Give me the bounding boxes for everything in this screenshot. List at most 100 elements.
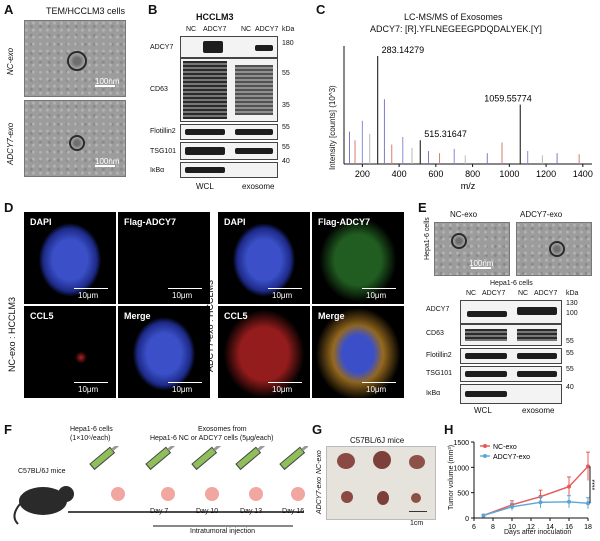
- cells-icon: [161, 487, 175, 501]
- x-tick-label: 1200: [536, 169, 556, 179]
- f-injection: Intratumoral injection: [190, 528, 255, 535]
- tumor: [409, 455, 425, 469]
- e-marker: 130: [566, 300, 578, 307]
- e-marker: 55: [566, 366, 574, 373]
- tumor: [377, 491, 389, 505]
- scale-label: 10μm: [272, 385, 293, 394]
- e-tem-side: Hepa1-6 cells: [424, 217, 431, 260]
- scale-bar: [74, 288, 108, 289]
- lane-nc-2: NC: [241, 26, 252, 33]
- blot-adcy7: [180, 36, 278, 58]
- tumor: [341, 491, 353, 503]
- f-day: Day 10: [196, 508, 219, 515]
- f-exo: Exosomes from: [198, 426, 247, 433]
- scale-label: 100nm: [95, 157, 120, 166]
- scale-label: 10μm: [78, 385, 99, 394]
- protein-label: CD63: [150, 86, 168, 93]
- g-row-nc: NC-exo: [316, 450, 323, 474]
- e-blot-tsg101: [460, 366, 562, 382]
- marker: 180: [282, 40, 294, 47]
- scale-label: 10μm: [366, 291, 387, 300]
- x-tick-label: 6: [472, 524, 476, 531]
- scale-label: 100nm: [95, 77, 120, 86]
- f-cells-sub: (1×10⁶/each): [70, 435, 111, 442]
- ms-peak-label: 283.14279: [382, 45, 425, 55]
- fluor-panel-nc-dapi: DAPI 10μm: [24, 212, 116, 304]
- vesicle: [69, 135, 85, 151]
- e-marker: 40: [566, 384, 574, 391]
- band: [185, 167, 225, 173]
- band: [465, 391, 507, 397]
- band: [235, 148, 273, 154]
- sig-label: ****: [592, 479, 599, 490]
- tumor: [337, 453, 355, 469]
- fluor-panel-nc-merge: Merge 10μm: [118, 306, 210, 398]
- fluor-panel-adcy7-ccl5: CCL5 10μm: [218, 306, 310, 398]
- e-marker: 55: [566, 338, 574, 345]
- f-mouse-label: C57BL/6J mice: [18, 468, 66, 475]
- scale-label: 10μm: [172, 291, 193, 300]
- group-exosome: exosome: [242, 182, 275, 191]
- e-blot-cd63: [460, 324, 562, 346]
- panel-label-g: G: [312, 422, 323, 437]
- panel-label-d: D: [4, 200, 14, 215]
- y-tick-label: 1000: [453, 465, 469, 472]
- kda-label: kDa: [282, 26, 295, 33]
- blot-ikba: [180, 162, 278, 178]
- e-group-exosome: exosome: [522, 406, 555, 415]
- data-point: [567, 499, 571, 504]
- syringe-icon: [279, 446, 308, 471]
- x-axis-label: m/z: [461, 181, 476, 191]
- marker: 35: [282, 102, 290, 109]
- scale-bar: [362, 382, 396, 383]
- mouse-head: [58, 486, 74, 502]
- band: [467, 311, 507, 317]
- syringe-icon: [89, 446, 120, 471]
- fluor-panel-adcy7-dapi: DAPI 10μm: [218, 212, 310, 304]
- scale-bar: [95, 165, 115, 167]
- y-tick-label: 500: [457, 491, 469, 498]
- marker: 55: [282, 70, 290, 77]
- data-point: [481, 513, 486, 518]
- fluor-panel-adcy7-merge: Merge 10μm: [312, 306, 404, 398]
- f-schematic: [13, 446, 308, 527]
- fluor-panel-adcy7-flag-adcy7: Flag-ADCY7 10μm: [312, 212, 404, 304]
- fluor-panel-nc-ccl5: CCL5 10μm: [24, 306, 116, 398]
- ms-peak-label: 515.31647: [424, 129, 467, 139]
- scale-bar: [268, 382, 302, 383]
- band: [255, 45, 273, 51]
- marker: 40: [282, 158, 290, 165]
- protein-label: Flotillin2: [150, 128, 176, 135]
- f-day: Day 16: [282, 508, 305, 515]
- channel-label: Flag-ADCY7: [124, 217, 177, 227]
- x-tick-label: 400: [392, 169, 407, 179]
- x-tick-label: 10: [508, 524, 516, 531]
- panel-label-h: H: [444, 422, 454, 437]
- scale-bar: [95, 85, 115, 87]
- d-side-nc: NC-exo : HCCLM3: [7, 296, 17, 372]
- e-marker: 100: [566, 310, 578, 317]
- syringe-icon: [191, 446, 222, 471]
- legend-marker: [483, 444, 487, 448]
- x-tick-label: 1000: [499, 169, 519, 179]
- data-point: [586, 464, 590, 469]
- y-tick-label: 1500: [453, 440, 469, 447]
- syringe-icon: [145, 446, 176, 471]
- e-kda: kDa: [566, 290, 579, 297]
- band: [517, 353, 557, 359]
- h-xlabel: Days after inoculation: [504, 529, 572, 536]
- scale-label: 10μm: [272, 291, 293, 300]
- lane-nc-1: NC: [186, 26, 197, 33]
- vesicle: [67, 51, 87, 71]
- legend-label: ADCY7-exo: [493, 454, 530, 461]
- lane-adcy7-1: ADCY7: [203, 26, 227, 33]
- band: [465, 371, 507, 377]
- marker: 55: [282, 124, 290, 131]
- scale-bar: [268, 288, 302, 289]
- scale-label: 10μm: [366, 385, 387, 394]
- band: [517, 307, 557, 315]
- cells-icon: [111, 487, 125, 501]
- panel-c-title: LC-MS/MS of Exosomes: [404, 12, 503, 22]
- scale-bar: [168, 382, 202, 383]
- scale-bar: [168, 288, 202, 289]
